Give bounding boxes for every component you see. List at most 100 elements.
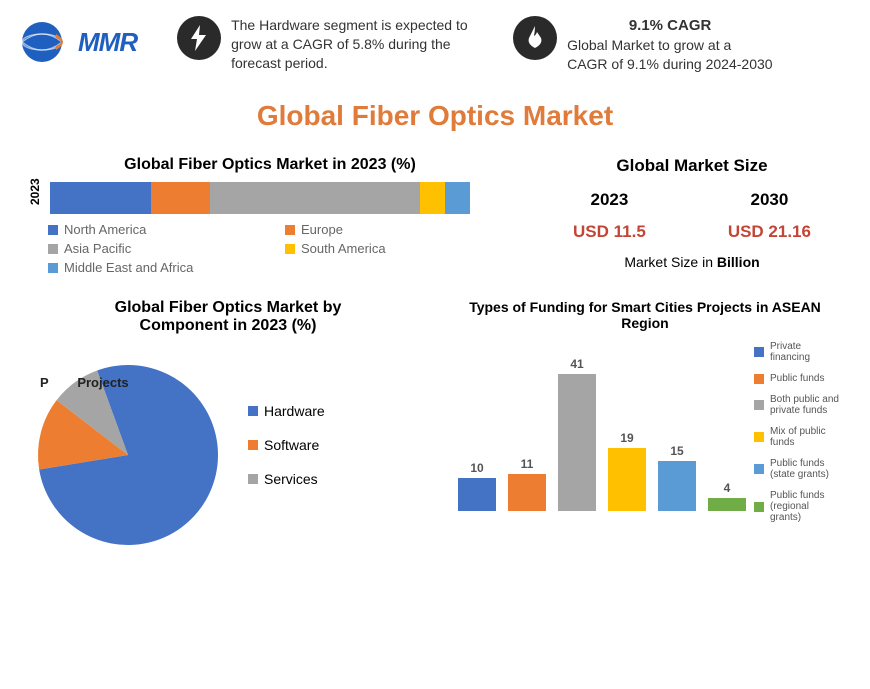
- legend-swatch: [754, 464, 764, 474]
- market-size-unit-prefix: Market Size in: [624, 254, 717, 270]
- market-size-unit: Market Size in Billion: [542, 254, 842, 270]
- region-legend: North America Europe Asia Pacific South Ame…: [28, 222, 512, 275]
- legend-item: Europe: [285, 222, 512, 237]
- region-segment: [210, 182, 420, 214]
- bar-rect: [658, 461, 696, 511]
- legend-item: Both public and private funds: [754, 394, 842, 416]
- market-size-value: USD 11.5: [573, 222, 646, 242]
- bar-chart-bars: 10 11 41 19 15 4: [448, 341, 746, 511]
- bar-value-label: 15: [670, 444, 683, 458]
- legend-swatch: [48, 244, 58, 254]
- legend-item: Services: [248, 471, 325, 487]
- callout-cagr: 9.1% CAGR Global Market to grow at a CAG…: [513, 16, 773, 74]
- market-size-unit-bold: Billion: [717, 254, 760, 270]
- legend-label: Private financing: [770, 341, 842, 363]
- legend-item: Private financing: [754, 341, 842, 363]
- legend-swatch: [248, 474, 258, 484]
- legend-label: Services: [264, 471, 318, 487]
- legend-label: Public funds: [770, 373, 824, 384]
- legend-label: North America: [64, 222, 146, 237]
- legend-item: Public funds (state grants): [754, 458, 842, 480]
- legend-label: Middle East and Africa: [64, 260, 193, 275]
- callout-cagr-title: 9.1% CAGR: [567, 16, 773, 36]
- legend-item: Asia Pacific: [48, 241, 275, 256]
- legend-item: Software: [248, 437, 325, 453]
- legend-label: Europe: [301, 222, 343, 237]
- bar-value-label: 41: [570, 357, 583, 371]
- legend-swatch: [285, 244, 295, 254]
- bar-column: 19: [608, 431, 646, 511]
- page-title: Global Fiber Optics Market: [0, 100, 870, 132]
- legend-item: Public funds: [754, 373, 842, 384]
- legend-swatch: [248, 406, 258, 416]
- legend-label: South America: [301, 241, 386, 256]
- pie-svg: [28, 345, 228, 545]
- bar-rect: [558, 374, 596, 511]
- region-stacked-bar: [50, 182, 470, 214]
- region-segment: [50, 182, 151, 214]
- legend-swatch: [48, 263, 58, 273]
- region-chart-ylabel: 2023: [28, 191, 42, 205]
- region-segment: [151, 182, 210, 214]
- component-pie-chart: Global Fiber Optics Market by Component …: [28, 299, 428, 545]
- bar-column: 4: [708, 481, 746, 511]
- market-size-col: 2023 USD 11.5: [573, 190, 646, 242]
- legend-label: Asia Pacific: [64, 241, 131, 256]
- bar-value-label: 19: [620, 431, 633, 445]
- globe-icon: [20, 16, 72, 68]
- legend-label: Both public and private funds: [770, 394, 842, 416]
- legend-item: Hardware: [248, 403, 325, 419]
- legend-swatch: [48, 225, 58, 235]
- callout-cagr-text: 9.1% CAGR Global Market to grow at a CAG…: [567, 16, 773, 74]
- legend-label: Mix of public funds: [770, 426, 842, 448]
- region-segment: [445, 182, 470, 214]
- legend-item: Mix of public funds: [754, 426, 842, 448]
- legend-swatch: [754, 432, 764, 442]
- bar-rect: [708, 498, 746, 511]
- bar-value-label: 4: [724, 481, 731, 495]
- pie-chart-title: Global Fiber Optics Market by Component …: [88, 299, 368, 335]
- bar-column: 15: [658, 444, 696, 511]
- legend-swatch: [754, 400, 764, 410]
- legend-swatch: [754, 502, 764, 512]
- bar-value-label: 10: [470, 461, 483, 475]
- callout-hardware: The Hardware segment is expected to grow…: [177, 16, 497, 73]
- legend-item: North America: [48, 222, 275, 237]
- bar-chart-title: Types of Funding for Smart Cities Projec…: [448, 299, 842, 331]
- bar-column: 41: [558, 357, 596, 511]
- pie-legend: Hardware Software Services: [248, 403, 325, 487]
- brand-logo: MMR: [20, 16, 137, 68]
- bar-legend: Private financing Public funds Both public…: [754, 341, 842, 523]
- funding-bar-chart: Types of Funding for Smart Cities Projec…: [448, 299, 842, 545]
- legend-label: Public funds (state grants): [770, 458, 842, 480]
- brand-logo-text: MMR: [78, 27, 137, 58]
- legend-item: South America: [285, 241, 512, 256]
- bar-column: 10: [458, 461, 496, 511]
- legend-swatch: [754, 374, 764, 384]
- bar-value-label: 11: [521, 457, 534, 471]
- region-chart: Global Fiber Optics Market in 2023 (%) 2…: [28, 156, 512, 275]
- bar-rect: [508, 474, 546, 511]
- region-chart-title: Global Fiber Optics Market in 2023 (%): [28, 156, 512, 174]
- legend-label: Public funds (regional grants): [770, 490, 842, 523]
- legend-item: Middle East and Africa: [48, 260, 275, 275]
- market-size-col: 2030 USD 21.16: [728, 190, 811, 242]
- bar-column: 11: [508, 457, 546, 511]
- market-size-value: USD 21.16: [728, 222, 811, 242]
- bar-rect: [458, 478, 496, 511]
- legend-swatch: [754, 347, 764, 357]
- legend-label: Software: [264, 437, 319, 453]
- market-size-panel: Global Market Size 2023 USD 11.5 2030 USD 2…: [542, 156, 842, 275]
- market-size-year: 2023: [573, 190, 646, 210]
- legend-item: Public funds (regional grants): [754, 490, 842, 523]
- legend-swatch: [285, 225, 295, 235]
- legend-label: Hardware: [264, 403, 325, 419]
- market-size-title: Global Market Size: [542, 156, 842, 176]
- region-segment: [420, 182, 445, 214]
- bar-rect: [608, 448, 646, 511]
- legend-swatch: [248, 440, 258, 450]
- market-size-year: 2030: [728, 190, 811, 210]
- callout-cagr-body: Global Market to grow at a CAGR of 9.1% …: [567, 36, 773, 74]
- bolt-icon: [177, 16, 221, 60]
- callout-hardware-text: The Hardware segment is expected to grow…: [231, 16, 497, 73]
